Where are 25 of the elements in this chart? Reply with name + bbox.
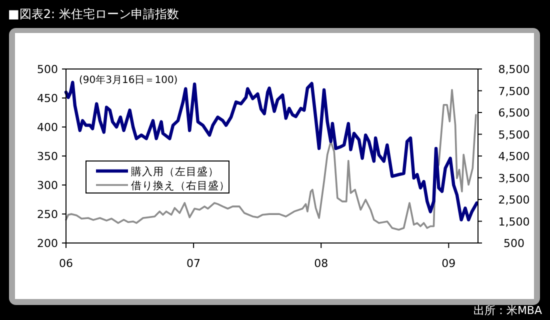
y2-tick-label: 2,500	[498, 194, 530, 206]
legend-label: 購入用（左目盛）	[131, 165, 219, 178]
x-tick-label: 08	[314, 257, 328, 270]
x-tick-label: 07	[186, 257, 201, 270]
x-tick-label: 09	[442, 257, 456, 270]
y2-tick-label: 1,500	[498, 215, 530, 228]
y-tick-label: 300	[37, 179, 58, 192]
legend-label: 借り換え（右目盛）	[131, 179, 230, 192]
y-tick-label: 200	[37, 237, 58, 250]
y2-tick-label: 6,500	[498, 106, 530, 120]
annotation: (90年3月16日＝100)	[79, 74, 178, 86]
y2-tick-label: 8,500	[498, 63, 530, 76]
y2-tick-label: 7,500	[498, 84, 530, 98]
y-tick-label: 400	[37, 121, 58, 134]
y-tick-label: 500	[37, 63, 58, 76]
chart-title: ■図表2: 米住宅ローン申請指数	[8, 7, 179, 21]
y2-tick-label: 5,500	[498, 128, 530, 142]
x-tick-label: 06	[59, 257, 73, 270]
text: 出所：米MBA	[473, 304, 542, 317]
y-tick-label: 450	[37, 92, 58, 105]
y-tick-label: 250	[37, 208, 58, 221]
y2-tick-label: 4,500	[498, 150, 530, 163]
y2-tick-label: 3,500	[498, 172, 530, 185]
y-tick-label: 350	[37, 150, 58, 163]
y2-tick-label: 500	[504, 237, 524, 250]
